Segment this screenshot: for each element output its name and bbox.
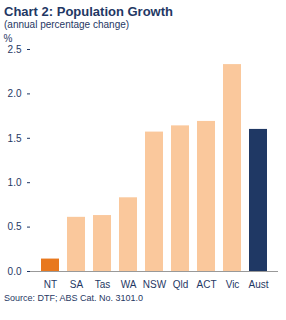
svg-text:NT: NT: [44, 279, 57, 290]
html-text:Source: DTF; ABS Cat. No. 3101: Source: DTF; ABS Cat. No. 3101.0: [4, 293, 144, 303]
svg-text:Aust: Aust: [248, 279, 268, 290]
svg-text:0.0: 0.0: [8, 266, 22, 277]
svg-text:0.5: 0.5: [8, 221, 22, 232]
svg-text:NSW: NSW: [143, 279, 167, 290]
html-text:Chart 2: Population Growth: Chart 2: Population Growth: [4, 4, 173, 19]
svg-text:%: %: [4, 33, 13, 44]
svg-text:1.5: 1.5: [8, 133, 22, 144]
svg-text:WA: WA: [121, 279, 137, 290]
svg-text:2.0: 2.0: [8, 88, 22, 99]
svg-text:ACT: ACT: [197, 279, 217, 290]
html-text:(annual percentage change): (annual percentage change): [4, 19, 130, 30]
svg-text:SA: SA: [70, 279, 84, 290]
svg-text:2.5: 2.5: [8, 44, 22, 55]
svg-text:Qld: Qld: [173, 279, 189, 290]
svg-text:Tas: Tas: [95, 279, 111, 290]
svg-text:Vic: Vic: [226, 279, 240, 290]
svg-text:1.0: 1.0: [8, 177, 22, 188]
